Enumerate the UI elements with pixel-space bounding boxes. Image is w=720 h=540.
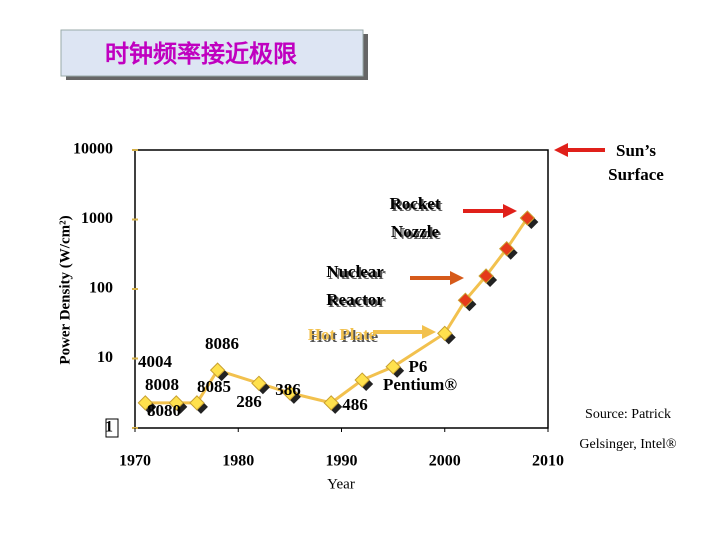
marker <box>323 395 339 411</box>
marker <box>189 395 205 411</box>
annotation-shadow: Nuclear <box>328 264 386 283</box>
marker <box>385 359 401 375</box>
y-tick-label: 10000 <box>73 141 113 158</box>
y-tick-label: 100 <box>89 280 113 297</box>
marker <box>137 395 154 411</box>
arrow-head <box>503 204 517 218</box>
annotation: 286 <box>236 392 262 411</box>
marker <box>498 240 515 257</box>
source: Source: Patrick <box>585 407 671 422</box>
marker <box>209 362 226 378</box>
source: Gelsinger, Intel® <box>579 437 677 452</box>
annotation: Pentium® <box>383 375 457 394</box>
annotation: Surface <box>608 165 664 184</box>
y-axis-label: Power Density (W/cm²) <box>57 215 73 364</box>
annotation: Rocket <box>390 194 441 213</box>
title-box <box>60 29 364 77</box>
arrow-head <box>554 143 568 157</box>
annotation-shadow: Hot Plate <box>310 327 379 346</box>
y-tick-label: 1000 <box>81 210 113 227</box>
annotation: 8008 <box>145 375 179 394</box>
tick-box <box>105 418 119 438</box>
x-tick-label: 2010 <box>532 453 564 470</box>
annotation-shadow: Reactor <box>328 292 386 311</box>
y-tick-label: 10 <box>97 349 113 366</box>
annotation: Hot Plate <box>308 325 377 344</box>
title: 时钟频率接近极限 <box>105 40 297 68</box>
marker <box>478 268 494 284</box>
arrow-head <box>450 271 464 285</box>
marker <box>519 210 536 226</box>
annotation: Sun’s <box>616 141 656 160</box>
annotation: 8085 <box>197 377 231 396</box>
annotation: Reactor <box>326 290 384 309</box>
annotation: 8080 <box>147 401 181 420</box>
x-tick-label: 1970 <box>119 453 151 470</box>
x-tick-label: 1980 <box>222 453 254 470</box>
annotation: 386 <box>275 380 301 399</box>
annotation-shadow: Rocket <box>392 196 443 215</box>
annotation: 486 <box>342 395 368 414</box>
annotation: Nuclear <box>326 262 384 281</box>
marker <box>437 325 453 342</box>
x-tick-label: 1990 <box>326 453 358 470</box>
marker <box>251 375 267 391</box>
annotation: 8086 <box>205 334 239 353</box>
marker <box>354 372 370 388</box>
x-axis-label: Year <box>327 476 355 492</box>
marker <box>168 395 185 411</box>
arrow-head <box>422 325 436 339</box>
annotation: P6 <box>409 357 428 376</box>
annotation-shadow: Nozzle <box>393 224 442 243</box>
x-tick-label: 2000 <box>429 453 461 470</box>
annotation: Nozzle <box>391 222 440 241</box>
marker <box>457 292 474 308</box>
annotation: 4004 <box>138 352 173 371</box>
y-tick-label: 1 <box>105 419 113 436</box>
marker <box>282 385 298 401</box>
